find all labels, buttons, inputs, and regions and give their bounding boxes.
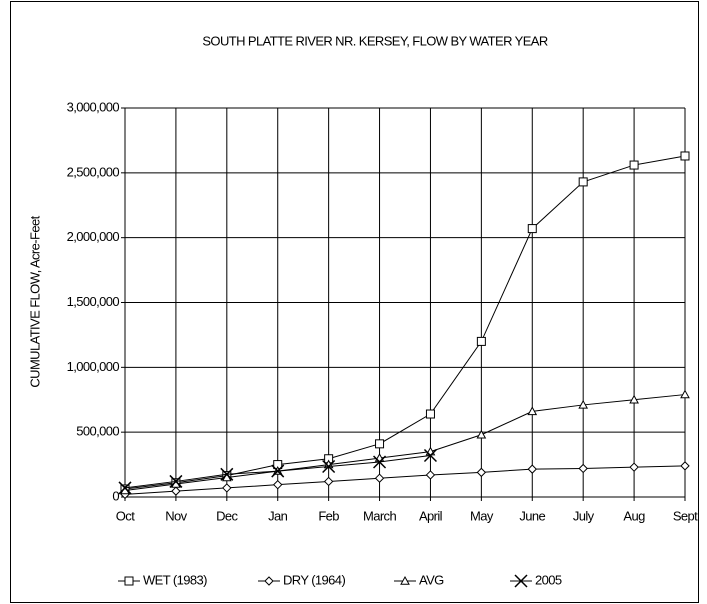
point bbox=[578, 177, 588, 187]
x-tick-label: Feb bbox=[318, 508, 339, 523]
legend-marker bbox=[400, 575, 410, 585]
y-tick-label: 1,500,000 bbox=[67, 294, 120, 309]
legend-label: DRY (1964) bbox=[283, 572, 345, 587]
x-tick-label: Dec bbox=[216, 508, 238, 523]
x-tick-label: Sept bbox=[673, 508, 698, 523]
legend-label: AVG bbox=[419, 572, 444, 587]
chart-title: SOUTH PLATTE RIVER NR. KERSEY, FLOW BY W… bbox=[202, 33, 547, 48]
x-tick-label: May bbox=[470, 508, 494, 523]
legend-label: WET (1983) bbox=[143, 572, 207, 587]
point bbox=[375, 439, 385, 449]
point bbox=[118, 481, 132, 495]
point bbox=[578, 463, 588, 474]
point bbox=[220, 467, 234, 481]
point bbox=[425, 409, 435, 419]
point bbox=[374, 473, 385, 483]
x-tick-label: Oct bbox=[116, 508, 135, 523]
point bbox=[271, 464, 285, 478]
point bbox=[680, 389, 690, 399]
point bbox=[680, 151, 690, 161]
y-tick-label: 500,000 bbox=[76, 424, 119, 439]
x-tick-label: July bbox=[573, 508, 595, 523]
legend-label: 2005 bbox=[535, 572, 562, 587]
point bbox=[680, 461, 690, 471]
x-tick-label: Nov bbox=[165, 508, 187, 523]
point bbox=[425, 470, 436, 480]
series-line bbox=[124, 465, 686, 495]
point bbox=[629, 394, 639, 404]
x-tick-label: Aug bbox=[623, 508, 645, 523]
series-line bbox=[124, 155, 686, 490]
y-tick-label: 1,000,000 bbox=[67, 359, 120, 374]
legend-marker bbox=[514, 574, 528, 588]
point bbox=[476, 429, 487, 439]
x-tick-label: April bbox=[419, 508, 443, 523]
point bbox=[423, 448, 437, 463]
y-axis-label: CUMULATIVE FLOW, Acre-Feet bbox=[27, 215, 42, 387]
series-line bbox=[124, 394, 686, 492]
point bbox=[273, 479, 283, 490]
x-tick-label: March bbox=[363, 508, 396, 523]
point bbox=[527, 464, 537, 474]
point bbox=[373, 455, 387, 469]
point bbox=[323, 476, 334, 487]
legend-marker bbox=[264, 576, 274, 586]
point bbox=[169, 474, 183, 488]
point bbox=[222, 483, 232, 493]
point bbox=[527, 406, 538, 416]
legend-marker bbox=[124, 576, 134, 586]
y-tick-label: 2,000,000 bbox=[67, 229, 120, 244]
point bbox=[629, 462, 639, 472]
point bbox=[322, 459, 336, 474]
x-tick-label: Jan bbox=[268, 508, 288, 523]
y-tick-label: 3,000,000 bbox=[67, 99, 120, 114]
y-tick-label: 0 bbox=[112, 488, 119, 503]
point bbox=[578, 399, 589, 409]
y-tick-label: 2,500,000 bbox=[67, 164, 120, 179]
x-tick-label: June bbox=[519, 508, 545, 523]
point bbox=[171, 486, 181, 496]
point bbox=[476, 467, 487, 478]
point bbox=[527, 224, 537, 234]
point bbox=[476, 336, 486, 346]
point bbox=[629, 160, 639, 170]
